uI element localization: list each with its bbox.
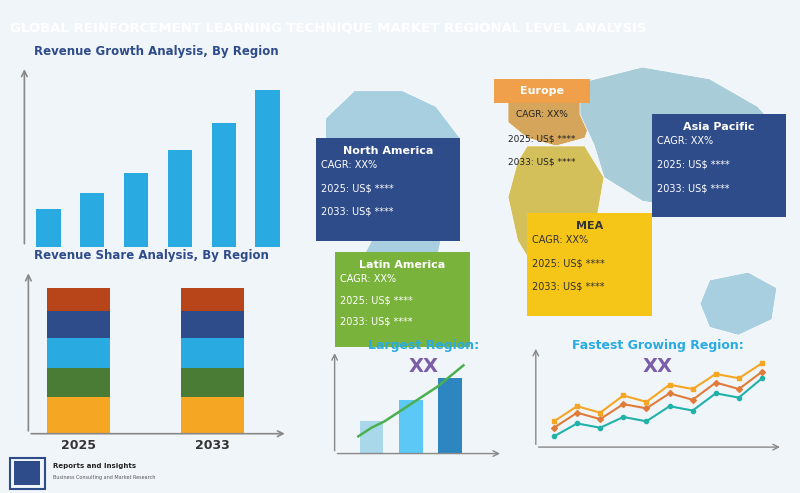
Bar (181, 311, 244, 338)
Text: GLOBAL REINFORCEMENT LEARNING TECHNIQUE MARKET REGIONAL LEVEL ANALYSIS: GLOBAL REINFORCEMENT LEARNING TECHNIQUE … (10, 22, 646, 35)
Bar (168, 150, 192, 246)
Polygon shape (326, 91, 460, 217)
Text: North America: North America (343, 146, 433, 156)
Text: 2025: 2025 (61, 439, 96, 452)
Bar (438, 378, 462, 454)
Bar (181, 288, 244, 311)
Text: 2025: US$ ****: 2025: US$ **** (508, 134, 575, 143)
Text: 2025: US$ ****: 2025: US$ **** (532, 258, 605, 268)
Bar (37, 209, 61, 246)
FancyBboxPatch shape (316, 138, 460, 241)
Text: 2033: US$ ****: 2033: US$ **** (340, 317, 413, 327)
Text: CAGR: XX%: CAGR: XX% (516, 110, 567, 119)
Text: 2033: US$ ****: 2033: US$ **** (532, 282, 605, 292)
Text: Europe: Europe (520, 86, 563, 96)
Text: CAGR: XX%: CAGR: XX% (321, 160, 377, 170)
Bar (14, 461, 40, 485)
Bar (46, 338, 110, 367)
Text: Revenue Growth Analysis, By Region: Revenue Growth Analysis, By Region (34, 45, 278, 58)
Bar (46, 288, 110, 311)
Bar (181, 367, 244, 397)
Bar (181, 397, 244, 434)
Polygon shape (580, 67, 786, 209)
FancyBboxPatch shape (335, 252, 470, 347)
Bar (80, 193, 104, 246)
Text: Fastest Growing Region:: Fastest Growing Region: (572, 339, 744, 352)
Bar (10, 458, 45, 489)
Bar (212, 123, 236, 246)
Polygon shape (700, 272, 777, 335)
Text: 2025: US$ ****: 2025: US$ **** (321, 183, 394, 193)
Text: 2033: US$ ****: 2033: US$ **** (657, 183, 730, 193)
Bar (255, 90, 279, 246)
Bar (399, 400, 422, 454)
Text: CAGR: XX%: CAGR: XX% (532, 235, 588, 245)
Text: 2033: US$ ****: 2033: US$ **** (508, 158, 575, 167)
Text: XX: XX (409, 356, 439, 376)
Text: CAGR: XX%: CAGR: XX% (657, 136, 713, 146)
Text: 2025: US$ ****: 2025: US$ **** (340, 295, 413, 306)
Text: Revenue Share Analysis, By Region: Revenue Share Analysis, By Region (34, 249, 269, 262)
Text: Latin America: Latin America (359, 260, 446, 270)
Text: MEA: MEA (576, 221, 603, 231)
FancyBboxPatch shape (527, 213, 652, 316)
Bar (181, 338, 244, 367)
Bar (124, 173, 148, 246)
Text: Reports and Insights: Reports and Insights (53, 463, 136, 469)
Bar (46, 397, 110, 434)
Text: 2025: US$ ****: 2025: US$ **** (657, 160, 730, 170)
FancyBboxPatch shape (652, 114, 786, 217)
Polygon shape (359, 217, 441, 343)
Text: Business Consulting and Market Research: Business Consulting and Market Research (53, 475, 155, 480)
Bar (46, 367, 110, 397)
Text: CAGR: XX%: CAGR: XX% (340, 274, 396, 284)
Text: 2033: US$ ****: 2033: US$ **** (321, 207, 394, 217)
Polygon shape (508, 146, 604, 272)
Polygon shape (508, 79, 594, 146)
Text: Asia Pacific: Asia Pacific (683, 122, 755, 132)
Bar (46, 311, 110, 338)
Text: XX: XX (643, 356, 673, 376)
Text: Largest Region:: Largest Region: (369, 339, 479, 352)
FancyBboxPatch shape (494, 79, 590, 103)
Bar (360, 422, 383, 454)
Text: 2033: 2033 (195, 439, 230, 452)
